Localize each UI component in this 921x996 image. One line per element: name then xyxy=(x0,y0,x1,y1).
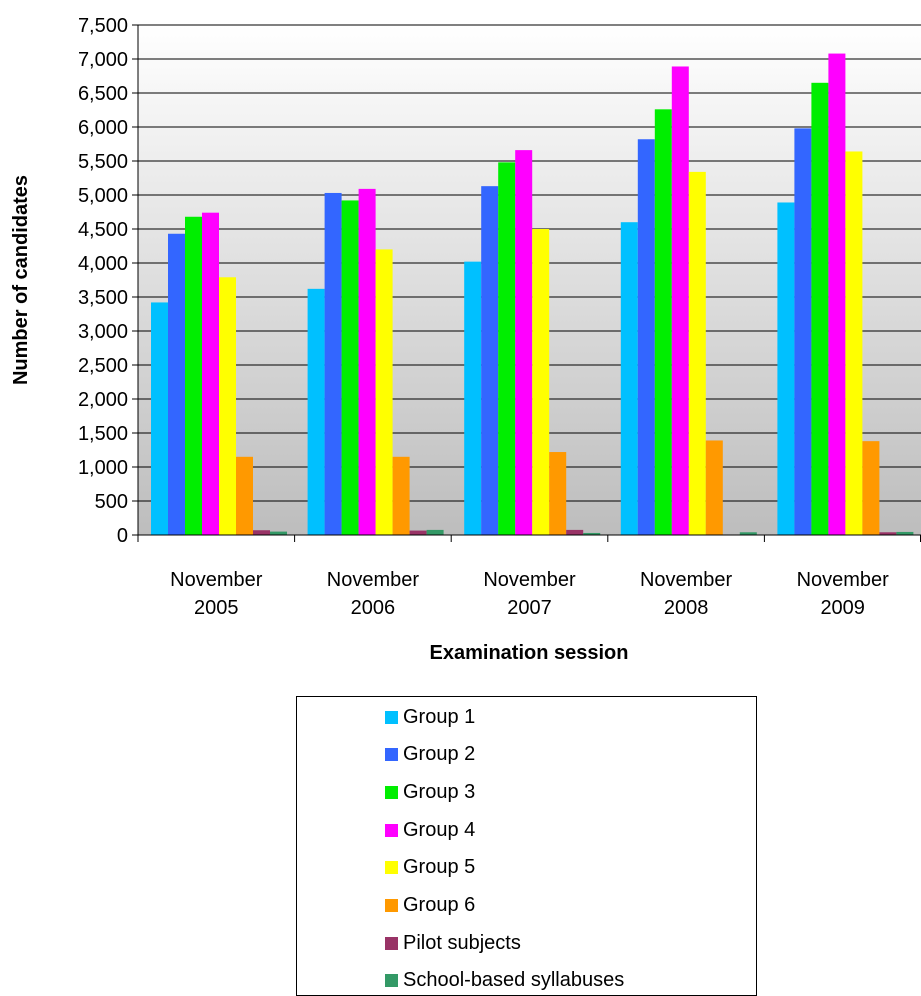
bar xyxy=(705,440,723,535)
y-tick-label: 7,500 xyxy=(78,15,128,37)
y-tick-label: 1,500 xyxy=(78,423,128,445)
y-tick-label: 6,500 xyxy=(78,83,128,105)
bar xyxy=(566,529,584,535)
x-tick-label: 2005 xyxy=(194,597,239,619)
bar xyxy=(270,531,287,535)
y-tick-label: 2,500 xyxy=(78,355,128,377)
bar xyxy=(739,532,757,535)
x-tick-label: 2007 xyxy=(507,597,552,619)
legend-item: School-based syllabuses xyxy=(385,966,624,996)
y-tick-label: 6,000 xyxy=(78,117,128,139)
bar xyxy=(532,229,550,535)
y-tick-label: 3,500 xyxy=(78,287,128,309)
bar xyxy=(879,532,897,535)
x-tick-label: November xyxy=(170,569,263,591)
bar xyxy=(777,202,795,536)
bar xyxy=(324,192,342,535)
bar-chart: 0 500 1,000 1,500 2,000 2,500 3,000 3,500 4,000 4… xyxy=(10,15,921,664)
bar xyxy=(392,456,410,535)
legend-label: Group 3 xyxy=(403,780,476,803)
legend-label: Pilot subjects xyxy=(403,931,521,954)
x-tick-label: November xyxy=(640,569,733,591)
bar xyxy=(464,261,482,535)
x-tick-label: November xyxy=(327,569,420,591)
bar xyxy=(828,53,846,536)
y-tick-label: 2,000 xyxy=(78,389,128,411)
x-tick-label: November xyxy=(483,569,576,591)
bar xyxy=(896,531,914,535)
bar xyxy=(620,222,638,535)
bar xyxy=(654,109,672,535)
legend-label: School-based syllabuses xyxy=(403,969,625,992)
bar xyxy=(168,233,185,535)
bar xyxy=(688,171,706,535)
y-tick-label: 1,000 xyxy=(78,457,128,479)
legend-item: Group 5 xyxy=(385,853,475,883)
bar xyxy=(794,128,812,536)
legend-label: Group 1 xyxy=(403,705,476,728)
y-tick-label: 3,000 xyxy=(78,321,128,343)
legend-label: Group 5 xyxy=(403,856,476,879)
bar xyxy=(236,456,253,535)
bar xyxy=(375,249,393,535)
bar xyxy=(811,82,829,536)
bar xyxy=(409,530,427,535)
legend-swatch xyxy=(385,748,398,762)
bar xyxy=(845,151,863,536)
legend-label: Group 4 xyxy=(403,818,476,841)
y-tick-label: 500 xyxy=(95,491,128,513)
bar xyxy=(253,530,270,535)
legend-label: Group 6 xyxy=(403,894,476,916)
y-tick-label: 5,000 xyxy=(78,185,128,207)
bar xyxy=(583,532,601,535)
bar xyxy=(671,66,689,535)
bar xyxy=(498,162,516,536)
legend-label: Group 2 xyxy=(403,743,476,766)
legend-swatch xyxy=(385,823,398,837)
bars xyxy=(151,53,914,536)
legend-item: Group 3 xyxy=(385,777,475,807)
legend-item: Group 2 xyxy=(385,740,475,770)
x-tick-label: 2009 xyxy=(820,597,865,619)
legend-item: Pilot subjects xyxy=(385,928,521,958)
bar xyxy=(515,150,533,535)
bar xyxy=(219,277,236,535)
bar xyxy=(426,529,444,535)
x-axis-title: Examination session xyxy=(430,642,629,664)
legend-swatch xyxy=(385,785,398,799)
legend-item: Group 1 xyxy=(385,702,475,732)
legend-item: Group 6 xyxy=(385,891,475,921)
legend-swatch xyxy=(385,710,398,724)
x-tick-label: 2008 xyxy=(664,597,709,619)
legend-swatch xyxy=(385,899,398,912)
x-tick-label: 2006 xyxy=(351,597,396,619)
legend-swatch xyxy=(385,974,398,988)
bar xyxy=(202,212,219,535)
legend-item: Group 4 xyxy=(385,815,475,845)
bar xyxy=(307,288,325,535)
y-tick-label: 7,000 xyxy=(78,49,128,71)
y-tick-label: 4,000 xyxy=(78,253,128,275)
bar xyxy=(185,216,202,535)
y-tick-labels: 0 500 1,000 1,500 2,000 2,500 3,000 3,500 4,000 4… xyxy=(78,15,128,547)
y-tick-label: 0 xyxy=(117,525,128,547)
bar xyxy=(358,188,376,535)
legend-swatch xyxy=(385,936,398,950)
bar xyxy=(862,441,880,535)
y-tick-label: 5,500 xyxy=(78,151,128,173)
legend-swatch xyxy=(385,861,398,875)
bar xyxy=(637,139,655,536)
legend: Group 1 Group 2 Group 3 Group 4 Group 5 Group… xyxy=(296,696,757,996)
y-axis-title: Number of candidates xyxy=(10,175,32,385)
bar xyxy=(549,452,567,535)
bar xyxy=(151,302,168,535)
bar xyxy=(481,186,499,535)
bar xyxy=(341,200,359,535)
x-tick-labels: November 2005 November 2006 November 2007 Nove… xyxy=(170,569,889,619)
x-tick-label: November xyxy=(797,569,890,591)
y-tick-label: 4,500 xyxy=(78,219,128,241)
